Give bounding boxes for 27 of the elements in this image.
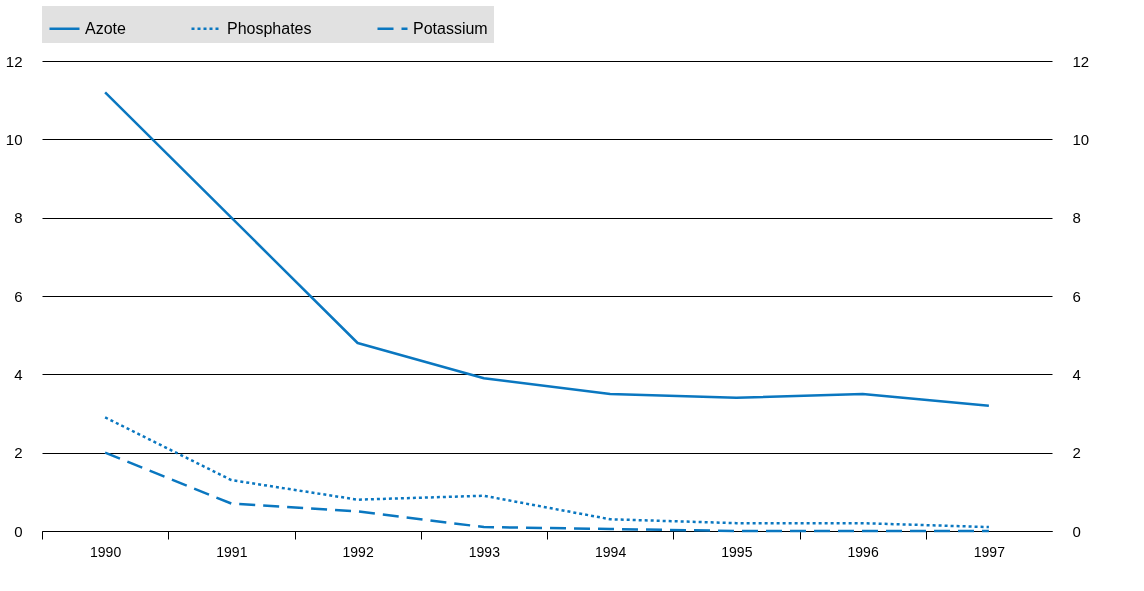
x-tick-label: 1991 — [216, 543, 248, 560]
line-series — [103, 416, 991, 529]
y-tick-label: 6 — [14, 287, 23, 305]
line-series — [103, 91, 991, 407]
legend-label: Potassium — [413, 19, 488, 37]
y-tick-label: 0 — [14, 522, 23, 540]
y-tick-label: 8 — [14, 209, 23, 227]
y2-tick-label: 6 — [1072, 287, 1081, 305]
x-tick-label: 1995 — [721, 543, 753, 560]
x-tick-label: 1992 — [342, 543, 374, 560]
y2-tick-label: 10 — [1072, 130, 1090, 148]
y2-tick-label: 8 — [1072, 209, 1081, 227]
y-tick-label: 2 — [14, 444, 23, 462]
y2-tick-label: 12 — [1072, 52, 1090, 70]
y2-tick-label: 0 — [1072, 522, 1081, 540]
x-tick-label: 1996 — [847, 543, 879, 560]
y-tick-label: 4 — [14, 365, 23, 383]
y2-tick-label: 2 — [1072, 444, 1081, 462]
legend-label: Phosphates — [227, 19, 312, 37]
x-tick-label: 1994 — [595, 543, 627, 560]
y-tick-label: 10 — [5, 130, 23, 148]
x-tick-label: 1990 — [90, 543, 122, 560]
x-tick-label: 1993 — [468, 543, 501, 560]
x-tick-label: 1997 — [973, 543, 1006, 560]
legend-label: Azote — [85, 19, 127, 37]
y2-tick-label: 4 — [1072, 365, 1081, 383]
y-tick-label: 12 — [5, 52, 23, 70]
